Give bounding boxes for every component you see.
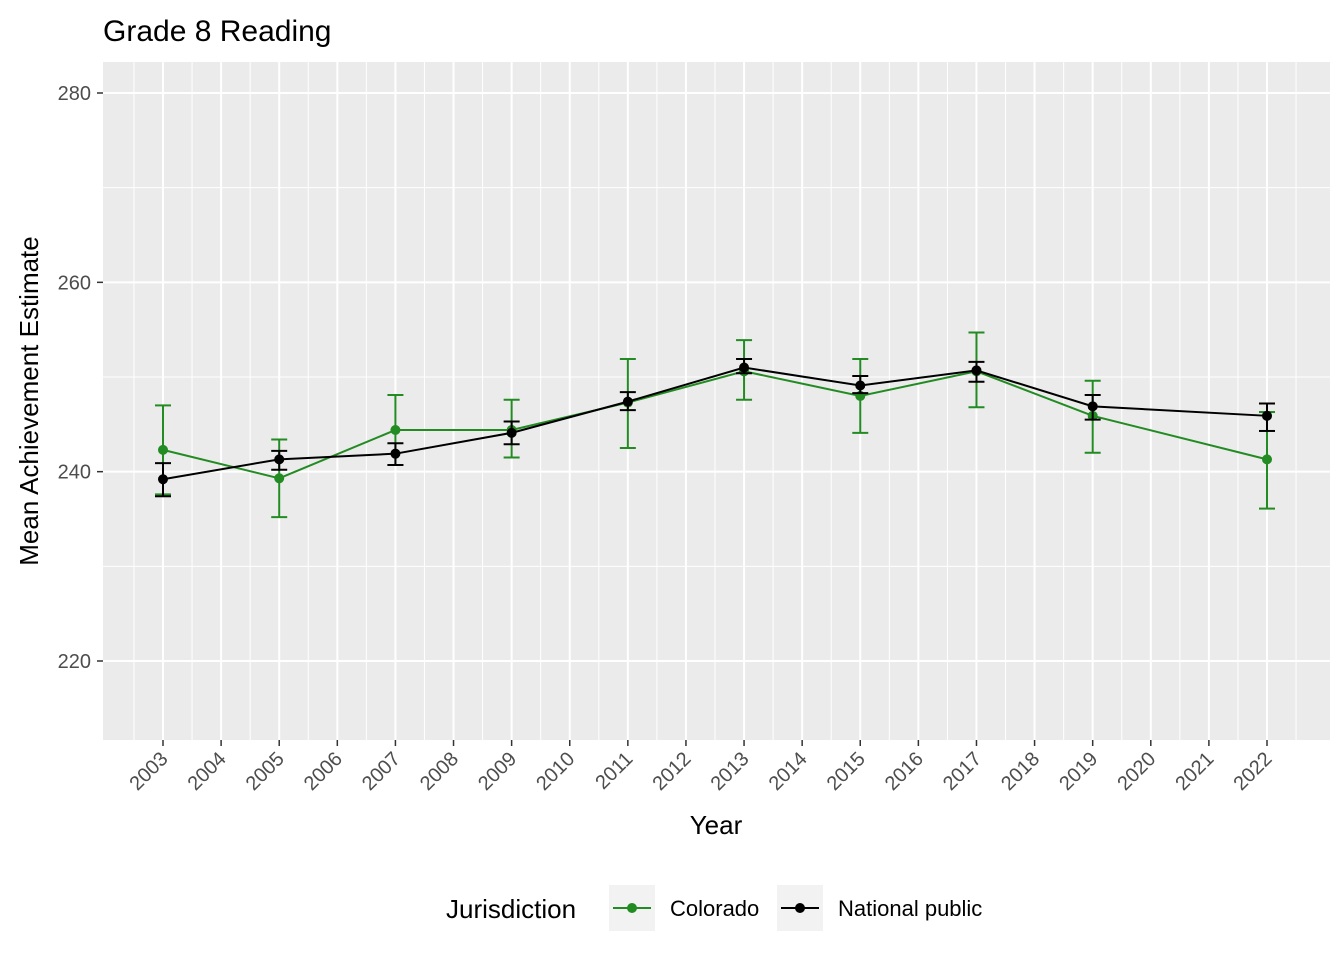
data-point (971, 365, 982, 376)
chart-title: Grade 8 Reading (103, 15, 332, 48)
x-tick-label: 2017 (939, 748, 986, 795)
legend-label: National public (838, 896, 982, 921)
x-tick-label: 2013 (707, 748, 754, 795)
x-tick-label: 2006 (300, 748, 347, 795)
data-point (274, 454, 285, 465)
x-tick-label: 2009 (474, 748, 521, 795)
x-tick-label: 2016 (881, 748, 928, 795)
data-point (739, 362, 750, 373)
data-point (274, 473, 285, 484)
x-tick-label: 2005 (242, 748, 289, 795)
data-point (158, 474, 168, 485)
y-axis-label: Mean Achievement Estimate (14, 236, 44, 566)
legend-title: Jurisdiction (446, 894, 576, 924)
x-tick-label: 2020 (1113, 748, 1160, 795)
legend-label: Colorado (670, 896, 759, 921)
legend-item: Colorado (609, 885, 759, 931)
data-point (506, 427, 517, 438)
x-tick-label: 2019 (1055, 748, 1102, 795)
data-point (1262, 410, 1272, 421)
x-tick-label: 2003 (126, 748, 173, 795)
y-tick-label: 240 (58, 462, 91, 484)
legend-item: National public (777, 885, 982, 931)
x-tick-label: 2018 (997, 748, 1044, 795)
x-tick-label: 2014 (765, 748, 812, 795)
x-axis-label: Year (690, 810, 743, 840)
x-tick-label: 2007 (358, 748, 405, 795)
legend-key-point (795, 903, 805, 913)
x-tick-label: 2008 (416, 748, 463, 795)
x-tick-label: 2022 (1230, 748, 1277, 795)
plot-panel (103, 62, 1330, 740)
legend: Jurisdiction Colorado National public (446, 885, 982, 931)
data-point (390, 425, 401, 436)
x-tick-label: 2021 (1171, 748, 1218, 795)
series-line (162, 370, 1268, 480)
data-point (1262, 454, 1272, 465)
x-tick-label: 2010 (532, 748, 579, 795)
x-tick-label: 2012 (648, 748, 695, 795)
series-line (162, 366, 1268, 481)
series-national-public (155, 358, 1275, 498)
x-tick-label: 2004 (184, 748, 231, 795)
x-tick-label: 2011 (591, 748, 637, 794)
y-tick-label: 260 (58, 272, 91, 294)
data-point (1087, 401, 1098, 412)
y-tick-label: 280 (58, 83, 91, 105)
data-point (158, 444, 168, 455)
legend-key-point (627, 903, 637, 913)
data-point (622, 396, 633, 407)
data-point (855, 380, 866, 391)
x-tick-label: 2015 (823, 748, 870, 795)
data-point (390, 448, 401, 459)
y-tick-label: 220 (58, 651, 91, 673)
